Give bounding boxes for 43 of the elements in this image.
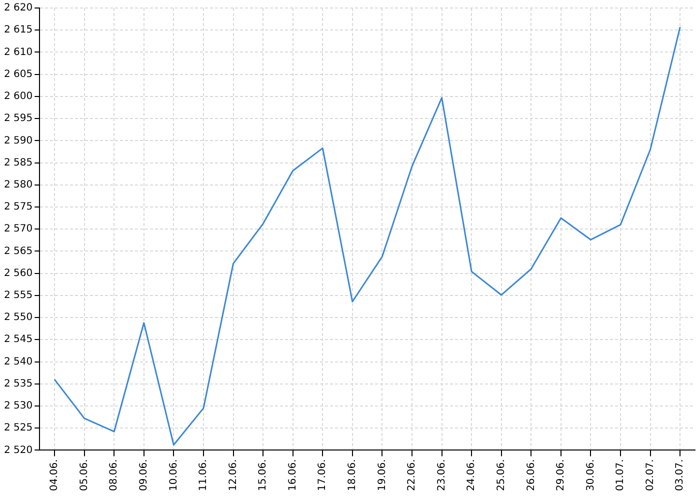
x-tick-label: 11.06. — [198, 459, 210, 492]
y-tick-label: 2 520 — [4, 444, 33, 456]
y-tick-label: 2 535 — [4, 378, 33, 390]
x-tick-label: 29.06. — [556, 459, 567, 492]
x-tick-label: 10.06. — [168, 459, 180, 492]
x-tick-label: 18.06. — [347, 459, 358, 492]
y-tick-label: 2 560 — [4, 268, 33, 279]
x-tick-label: 01.07. — [615, 459, 626, 492]
y-tick-label: 2 570 — [4, 224, 33, 235]
x-tick-label: 05.06. — [78, 459, 90, 492]
y-tick-label: 2 550 — [4, 312, 33, 324]
y-tick-label: 2 540 — [4, 356, 33, 368]
y-tick-label: 2 620 — [4, 2, 33, 14]
y-tick-label: 2 600 — [4, 91, 33, 102]
x-tick-label: 03.07. — [674, 459, 686, 492]
y-tick-label: 2 585 — [4, 157, 33, 168]
x-tick-label: 15.06. — [258, 459, 269, 492]
x-tick-label: 17.06. — [317, 459, 328, 492]
y-tick-label: 2 525 — [4, 422, 33, 434]
y-tick-label: 2 565 — [4, 246, 33, 257]
x-tick-label: 19.06. — [376, 459, 388, 492]
y-tick-label: 2 530 — [4, 400, 33, 412]
x-tick-label: 30.06. — [585, 459, 596, 492]
x-tick-label: 04.06. — [49, 459, 60, 492]
x-tick-label: 08.06. — [108, 459, 120, 492]
y-tick-label: 2 610 — [4, 46, 33, 58]
x-tick-label: 16.06. — [287, 459, 298, 492]
x-tick-label: 22.06. — [406, 459, 418, 492]
y-tick-label: 2 555 — [4, 290, 33, 302]
y-tick-label: 2 590 — [4, 135, 33, 146]
y-tick-label: 2 580 — [4, 179, 33, 190]
x-tick-label: 26.06. — [526, 459, 537, 492]
x-tick-label: 25.06. — [496, 459, 507, 492]
x-tick-label: 09.06. — [138, 459, 150, 492]
x-tick-label: 23.06. — [436, 459, 448, 492]
y-tick-label: 2 595 — [4, 113, 33, 124]
y-tick-label: 2 615 — [4, 24, 33, 36]
x-tick-label: 02.07. — [644, 459, 656, 492]
x-tick-label: 12.06. — [228, 459, 239, 492]
y-tick-label: 2 575 — [4, 202, 33, 213]
y-tick-label: 2 605 — [4, 68, 33, 80]
y-tick-label: 2 545 — [4, 334, 33, 346]
x-tick-label: 24.06. — [466, 459, 478, 492]
